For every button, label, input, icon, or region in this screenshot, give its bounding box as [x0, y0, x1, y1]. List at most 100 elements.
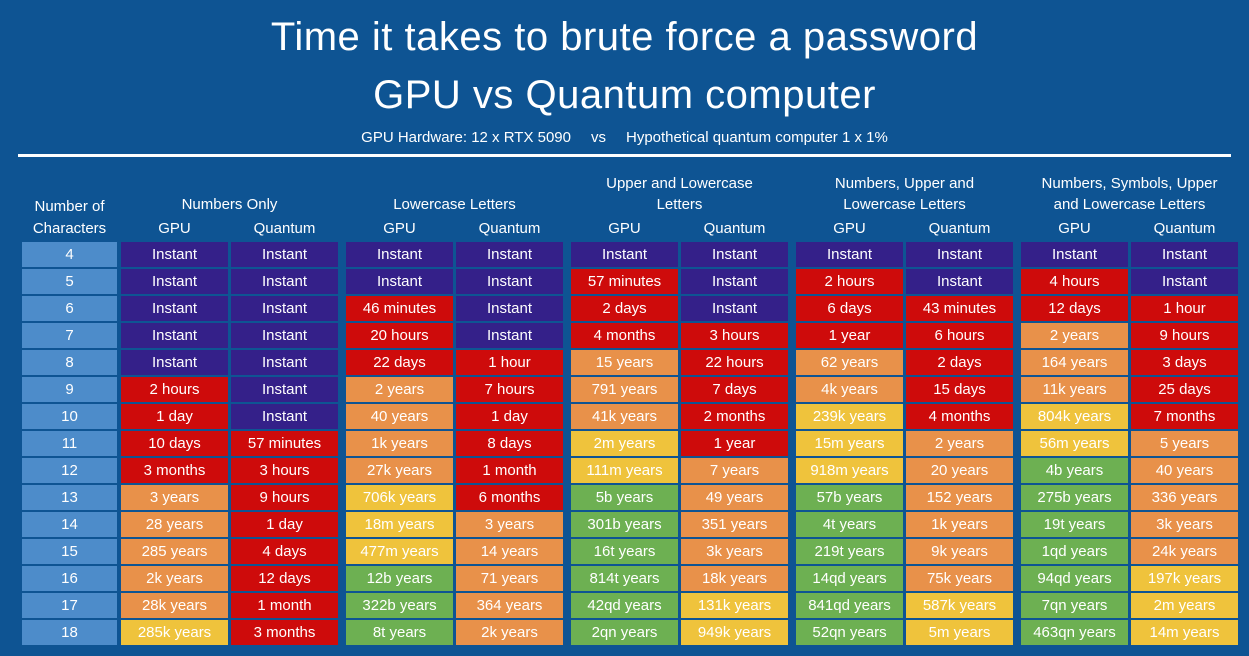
time-cell: Instant	[121, 269, 228, 294]
time-cell: Instant	[121, 323, 228, 348]
time-cell: 197k years	[1131, 566, 1238, 591]
time-cell: 1 day	[121, 404, 228, 429]
gpu-column-header: GPU	[608, 220, 641, 237]
quantum-hardware-label: Hypothetical quantum computer 1 x 1%	[626, 129, 888, 146]
column-subheaders: GPU Quantum	[121, 218, 338, 240]
time-cell: 28 years	[121, 512, 228, 537]
time-cell: 15 days	[906, 377, 1013, 402]
time-cell: 57 minutes	[571, 269, 678, 294]
time-cell: 20 hours	[346, 323, 453, 348]
time-cell: 804k years	[1021, 404, 1128, 429]
gpu-column-header: GPU	[158, 220, 191, 237]
table-row: 14 28 years 1 day 18m years 3 years 301b year…	[22, 512, 1249, 537]
time-cell: 841qd years	[796, 593, 903, 618]
time-cell: Instant	[906, 269, 1013, 294]
time-cell: 8t years	[346, 620, 453, 645]
time-cell: 2 years	[906, 431, 1013, 456]
time-cell: 587k years	[906, 593, 1013, 618]
time-cell: 791 years	[571, 377, 678, 402]
table-row: 8 Instant Instant 22 days 1 hour 15 years 22 h…	[22, 350, 1249, 375]
time-cell: 2qn years	[571, 620, 678, 645]
time-cell: Instant	[1131, 269, 1238, 294]
column-group-label-line: and Lowercase Letters	[1053, 196, 1206, 213]
time-cell: 57b years	[796, 485, 903, 510]
time-cell: Instant	[231, 242, 338, 267]
time-cell: 16t years	[571, 539, 678, 564]
gpu-column-header: GPU	[1058, 220, 1091, 237]
time-cell: Instant	[231, 404, 338, 429]
row-header-cell: 14	[22, 512, 117, 537]
time-cell: 477m years	[346, 539, 453, 564]
row-header-cell: 8	[22, 350, 117, 375]
time-cell: 949k years	[681, 620, 788, 645]
time-cell: 14qd years	[796, 566, 903, 591]
time-cell: 164 years	[1021, 350, 1128, 375]
row-header-cell: 18	[22, 620, 117, 645]
time-cell: 22 days	[346, 350, 453, 375]
time-cell: 3 years	[456, 512, 563, 537]
time-cell: 1 hour	[456, 350, 563, 375]
time-cell: 351 years	[681, 512, 788, 537]
row-header-cell: 9	[22, 377, 117, 402]
table-row: 10 1 day Instant 40 years 1 day 41k years 2 mo…	[22, 404, 1249, 429]
time-cell: 1 month	[456, 458, 563, 483]
table-row: 4 Instant Instant Instant Instant Instant Inst…	[22, 242, 1249, 267]
time-cell: 152 years	[906, 485, 1013, 510]
row-header-title-line: Number of	[34, 198, 105, 215]
table-row: 11 10 days 57 minutes 1k years 8 days 2m year…	[22, 431, 1249, 456]
time-cell: 49 years	[681, 485, 788, 510]
time-cell: 6 months	[456, 485, 563, 510]
time-cell: 2 days	[571, 296, 678, 321]
row-header-cell: 13	[22, 485, 117, 510]
row-header-cell: 15	[22, 539, 117, 564]
time-cell: 8 days	[456, 431, 563, 456]
time-cell: 75k years	[906, 566, 1013, 591]
table-row: 13 3 years 9 hours 706k years 6 months 5b yea…	[22, 485, 1249, 510]
vs-label: vs	[591, 129, 606, 146]
time-cell: 219t years	[796, 539, 903, 564]
time-cell: 3 years	[121, 485, 228, 510]
time-cell: Instant	[121, 296, 228, 321]
time-cell: 24k years	[1131, 539, 1238, 564]
time-cell: 40 years	[346, 404, 453, 429]
time-cell: Instant	[796, 242, 903, 267]
time-cell: Instant	[681, 269, 788, 294]
time-cell: 94qd years	[1021, 566, 1128, 591]
time-cell: 111m years	[571, 458, 678, 483]
column-group-label-line: Numbers, Upper and	[834, 175, 975, 192]
time-cell: 3k years	[681, 539, 788, 564]
time-cell: 15 years	[571, 350, 678, 375]
time-cell: 7 months	[1131, 404, 1238, 429]
column-group-label-line: Upper and Lowercase	[606, 175, 753, 192]
table-row: 6 Instant Instant 46 minutes Instant 2 days In…	[22, 296, 1249, 321]
time-cell: 918m years	[796, 458, 903, 483]
column-group-0: Numbers Only GPU Quantum	[121, 194, 338, 240]
time-cell: 1 month	[231, 593, 338, 618]
time-cell: 43 minutes	[906, 296, 1013, 321]
time-cell: 4 months	[571, 323, 678, 348]
row-header-cell: 7	[22, 323, 117, 348]
time-cell: 2 hours	[796, 269, 903, 294]
time-cell: 364 years	[456, 593, 563, 618]
time-cell: Instant	[231, 269, 338, 294]
column-subheaders: GPU Quantum	[1021, 218, 1238, 240]
time-cell: 12 days	[1021, 296, 1128, 321]
column-subheaders: GPU Quantum	[796, 218, 1013, 240]
column-group-label-line: Numbers Only	[181, 196, 278, 213]
column-group-label-line: Letters	[656, 196, 703, 213]
quantum-column-header: Quantum	[928, 220, 991, 237]
time-cell: 239k years	[796, 404, 903, 429]
column-group-label: Numbers Only	[121, 194, 338, 215]
time-cell: 6 days	[796, 296, 903, 321]
time-cell: 42qd years	[571, 593, 678, 618]
time-cell: 4 days	[231, 539, 338, 564]
time-cell: 336 years	[1131, 485, 1238, 510]
time-cell: 3 months	[231, 620, 338, 645]
time-cell: Instant	[681, 242, 788, 267]
time-cell: 4 months	[906, 404, 1013, 429]
time-cell: 3 hours	[231, 458, 338, 483]
time-cell: 28k years	[121, 593, 228, 618]
column-group-4: Numbers, Symbols, Upper and Lowercase Let…	[1021, 173, 1238, 240]
time-cell: 14 years	[456, 539, 563, 564]
time-cell: 4k years	[796, 377, 903, 402]
